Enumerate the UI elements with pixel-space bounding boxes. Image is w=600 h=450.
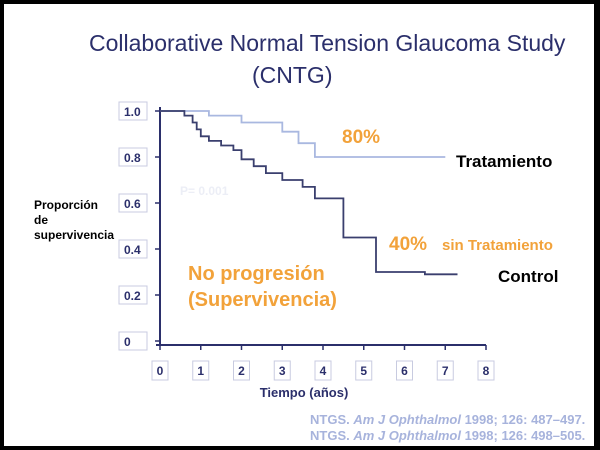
x-tick-box [273, 360, 291, 381]
p-value-label: P= 0.001 [180, 184, 229, 198]
x-tick-label: 2 [238, 364, 245, 378]
x-tick-label: 3 [279, 364, 286, 378]
title-line-2: (CNTG) [252, 62, 333, 88]
title-line-1: Collaborative Normal Tension Glaucoma St… [89, 30, 566, 56]
series-line-control [160, 110, 458, 276]
x-tick-box [396, 360, 413, 381]
pct-treatment-label: 80% [342, 127, 380, 148]
x-tick-box [477, 360, 495, 381]
citation-2-journal: Am J Ophthalmol [353, 428, 461, 443]
x-tick-box [233, 360, 250, 381]
y-tick-label: 0.4 [124, 243, 141, 257]
survival-chart: 0 0.2 0.4 0.6 0.8 1.0 0 1 2 3 4 5 6 7 8 Tiempo (años) Pr… [34, 101, 558, 400]
slide: Collaborative Normal Tension Glaucoma St… [4, 4, 594, 446]
citation-1-prefix: NTGS. [310, 412, 354, 427]
y-axis-label-line: de [34, 213, 48, 227]
citation-1-rest: 1998; 126: 487–497. [460, 412, 586, 427]
x-tick-label: 4 [320, 364, 327, 378]
y-tick-label: 0.2 [124, 289, 141, 303]
x-tick-box [436, 360, 454, 381]
y-tick-box [118, 331, 148, 351]
x-tick-label: 8 [483, 364, 490, 378]
y-tick-box [118, 239, 148, 259]
series-line-tratamiento [160, 110, 446, 158]
x-tick-label: 6 [401, 364, 408, 378]
y-tick-label: 0.6 [124, 197, 141, 211]
y-tick-box [118, 285, 148, 305]
y-axis-label-line: supervivencia [34, 228, 114, 242]
x-tick-box [151, 360, 169, 381]
pct-control-suffix: sin Tratamiento [442, 237, 553, 254]
y-tick-label: 0 [124, 335, 131, 349]
x-axis-label: Tiempo (años) [260, 385, 349, 400]
citation-2-prefix: NTGS. [310, 428, 354, 443]
y-tick-label: 1.0 [124, 105, 141, 119]
x-tick-label: 1 [197, 364, 204, 378]
y-tick-box [118, 101, 148, 121]
endpoint-label-line-2: (Supervivencia) [188, 289, 337, 311]
x-tick-box [314, 360, 332, 381]
y-tick-box [118, 193, 148, 213]
x-tick-label: 5 [360, 364, 367, 378]
endpoint-label-line-1: No progresión [188, 263, 325, 285]
citation-1-journal: Am J Ophthalmol [353, 412, 461, 427]
x-tick-box [192, 360, 210, 381]
citation-2: NTGS. Am J Ophthalmol 1998; 126: 498–505… [310, 428, 585, 443]
citation-2-rest: 1998; 126: 498–505. [460, 428, 586, 443]
y-tick-box [118, 147, 148, 167]
series-label-tratamiento: Tratamiento [456, 152, 552, 171]
citation-1: NTGS. Am J Ophthalmol 1998; 126: 487–497… [310, 412, 585, 427]
x-tick-box [355, 360, 373, 381]
x-tick-label: 7 [442, 364, 449, 378]
series-label-control: Control [498, 267, 558, 286]
pct-control-label: 40% [389, 234, 427, 255]
x-tick-label: 0 [157, 364, 164, 378]
y-axis-label-line: Proporción [34, 198, 98, 212]
y-tick-label: 0.8 [124, 151, 141, 165]
